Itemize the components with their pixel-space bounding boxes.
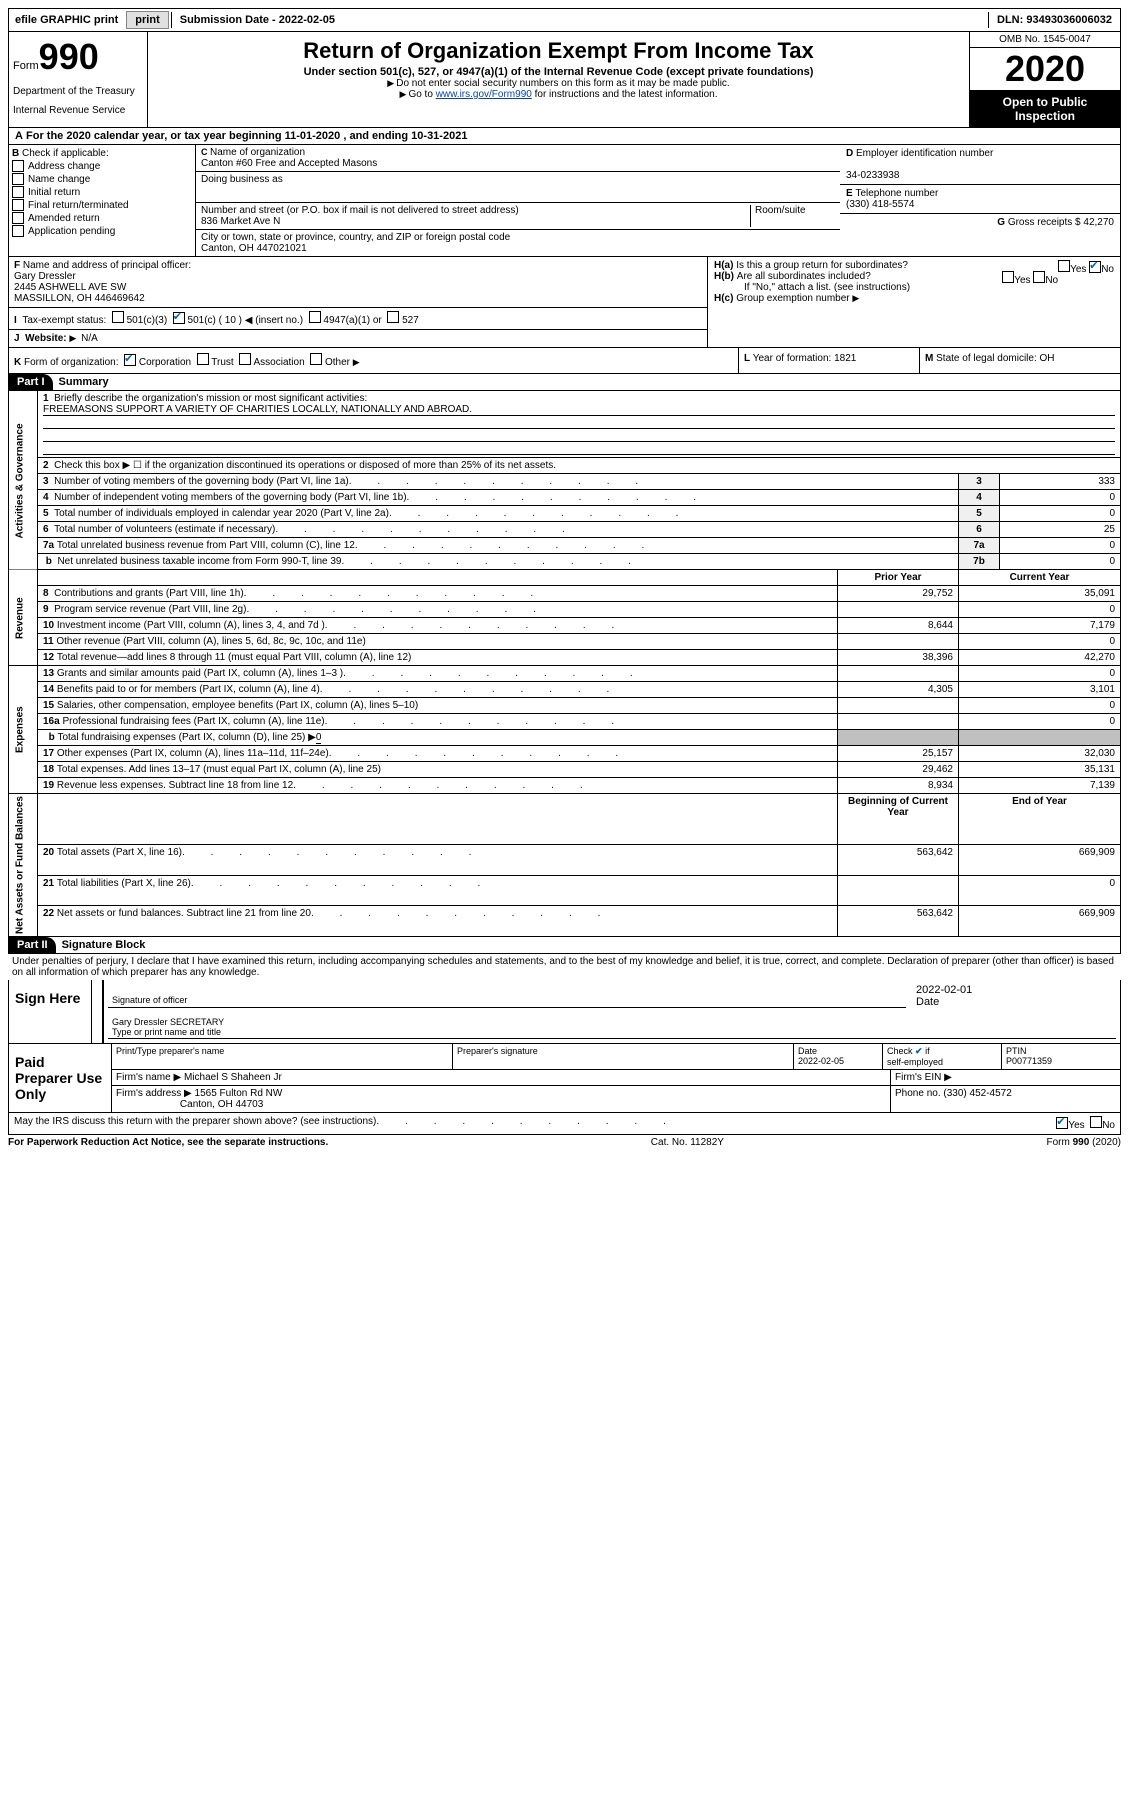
org-name-label: Name of organization: [210, 147, 305, 158]
check-4947[interactable]: [309, 311, 321, 323]
submission-date: Submission Date - 2022-02-05: [171, 12, 343, 28]
check-address[interactable]: [12, 160, 24, 172]
street-label: Number and street (or P.O. box if mail i…: [201, 205, 519, 216]
hb-label: Are all subordinates included?: [737, 271, 871, 282]
k-corp[interactable]: [124, 354, 136, 366]
ein: 34-0233938: [846, 170, 899, 181]
note-ssn: Do not enter social security numbers on …: [152, 78, 965, 89]
check-name[interactable]: [12, 173, 24, 185]
officer-label: Name and address of principal officer:: [23, 260, 191, 271]
line2: Check this box ▶ ☐ if the organization d…: [54, 460, 556, 471]
check-501c3[interactable]: [112, 311, 124, 323]
goto-label: Go to: [400, 89, 436, 100]
print-button[interactable]: print: [126, 11, 168, 29]
officer-addr1: 2445 ASHWELL AVE SW: [14, 282, 126, 293]
check-amended[interactable]: [12, 212, 24, 224]
check-final[interactable]: [12, 199, 24, 211]
section-exp: Expenses: [9, 666, 38, 794]
k-trust[interactable]: [197, 353, 209, 365]
k-label: Form of organization:: [24, 357, 119, 368]
gross-receipts: 42,270: [1083, 217, 1114, 228]
dba-label: Doing business as: [201, 174, 283, 185]
summary-table: Activities & Governance 1 Briefly descri…: [8, 391, 1121, 937]
perjury-text: Under penalties of perjury, I declare th…: [8, 954, 1121, 980]
line3-val: 333: [1000, 474, 1121, 490]
line1-val: FREEMASONS SUPPORT A VARIETY OF CHARITIE…: [43, 404, 1115, 416]
line7b-val: 0: [1000, 554, 1121, 570]
section-fh: F Name and address of principal officer:…: [8, 257, 1121, 348]
officer-name: Gary Dressler: [14, 271, 76, 282]
part1-header: Part I Summary: [8, 374, 1121, 391]
website: N/A: [81, 333, 98, 344]
b-label: Check if applicable:: [22, 148, 109, 159]
check-initial[interactable]: [12, 186, 24, 198]
line4-val: 0: [1000, 490, 1121, 506]
section-ag: Activities & Governance: [9, 391, 38, 570]
city: Canton, OH 447021021: [201, 243, 307, 254]
k-other[interactable]: [310, 353, 322, 365]
l-label: Year of formation:: [753, 353, 832, 364]
l-val: 1821: [834, 353, 856, 364]
gross-label: Gross receipts $: [1008, 217, 1081, 228]
hc-label: Group exemption number: [736, 293, 849, 304]
line7a-val: 0: [1000, 538, 1121, 554]
form-title: Return of Organization Exempt From Incom…: [152, 38, 965, 64]
dln: DLN: 93493036006032: [988, 12, 1120, 28]
city-label: City or town, state or province, country…: [201, 232, 510, 243]
room-label: Room/suite: [750, 205, 835, 227]
efile-label: efile GRAPHIC print: [9, 12, 124, 28]
irs: Internal Revenue Service: [13, 105, 143, 116]
inspection-label: Open to Public Inspection: [970, 91, 1120, 127]
form-number: 990: [39, 36, 99, 77]
tax-exempt-label: Tax-exempt status:: [22, 315, 106, 326]
hb-yes[interactable]: [1002, 271, 1014, 283]
ha-label: Is this a group return for subordinates?: [736, 260, 908, 271]
k-assoc[interactable]: [239, 353, 251, 365]
check-501c[interactable]: [173, 312, 185, 324]
section-klm: K Form of organization: Corporation Trus…: [8, 348, 1121, 374]
topbar: efile GRAPHIC print print Submission Dat…: [8, 8, 1121, 32]
form-subtitle: Under section 501(c), 527, or 4947(a)(1)…: [152, 66, 965, 78]
sign-here-block: Sign Here Signature of officer2022-02-01…: [8, 980, 1121, 1044]
line-a: A For the 2020 calendar year, or tax yea…: [8, 128, 1121, 145]
section-bcdeg: B Check if applicable: Address change Na…: [8, 145, 1121, 257]
line5-val: 0: [1000, 506, 1121, 522]
discuss-row: May the IRS discuss this return with the…: [8, 1113, 1121, 1135]
goto-suffix: for instructions and the latest informat…: [532, 89, 718, 100]
check-pending[interactable]: [12, 225, 24, 237]
org-name: Canton #60 Free and Accepted Masons: [201, 158, 377, 169]
officer-addr2: MASSILLON, OH 446469642: [14, 293, 145, 304]
phone: (330) 418-5574: [846, 199, 914, 210]
phone-label: Telephone number: [855, 188, 938, 199]
m-val: OH: [1040, 353, 1055, 364]
section-rev: Revenue: [9, 570, 38, 666]
dept: Department of the Treasury: [13, 86, 143, 97]
hb-no[interactable]: [1033, 271, 1045, 283]
part2-header: Part II Signature Block: [8, 937, 1121, 954]
discuss-yes[interactable]: [1056, 1117, 1068, 1129]
omb-number: OMB No. 1545-0047: [970, 32, 1120, 48]
line6-val: 25: [1000, 522, 1121, 538]
m-label: State of legal domicile:: [936, 353, 1037, 364]
tax-year: 2020: [970, 48, 1120, 91]
street: 836 Market Ave N: [201, 216, 280, 227]
ein-label: Employer identification number: [856, 148, 993, 159]
ha-yes[interactable]: [1058, 260, 1070, 272]
paid-preparer-block: Paid Preparer Use Only Print/Type prepar…: [8, 1044, 1121, 1113]
ha-no[interactable]: [1089, 261, 1101, 273]
form-word: Form: [13, 60, 39, 72]
website-label: Website:: [25, 333, 67, 344]
form990-link[interactable]: www.irs.gov/Form990: [436, 89, 532, 100]
discuss-no[interactable]: [1090, 1116, 1102, 1128]
line1-label: Briefly describe the organization's miss…: [54, 393, 367, 404]
check-527[interactable]: [387, 311, 399, 323]
form-header: Form990 Department of the Treasury Inter…: [8, 32, 1121, 128]
footer: For Paperwork Reduction Act Notice, see …: [8, 1135, 1121, 1150]
section-na: Net Assets or Fund Balances: [9, 794, 38, 937]
